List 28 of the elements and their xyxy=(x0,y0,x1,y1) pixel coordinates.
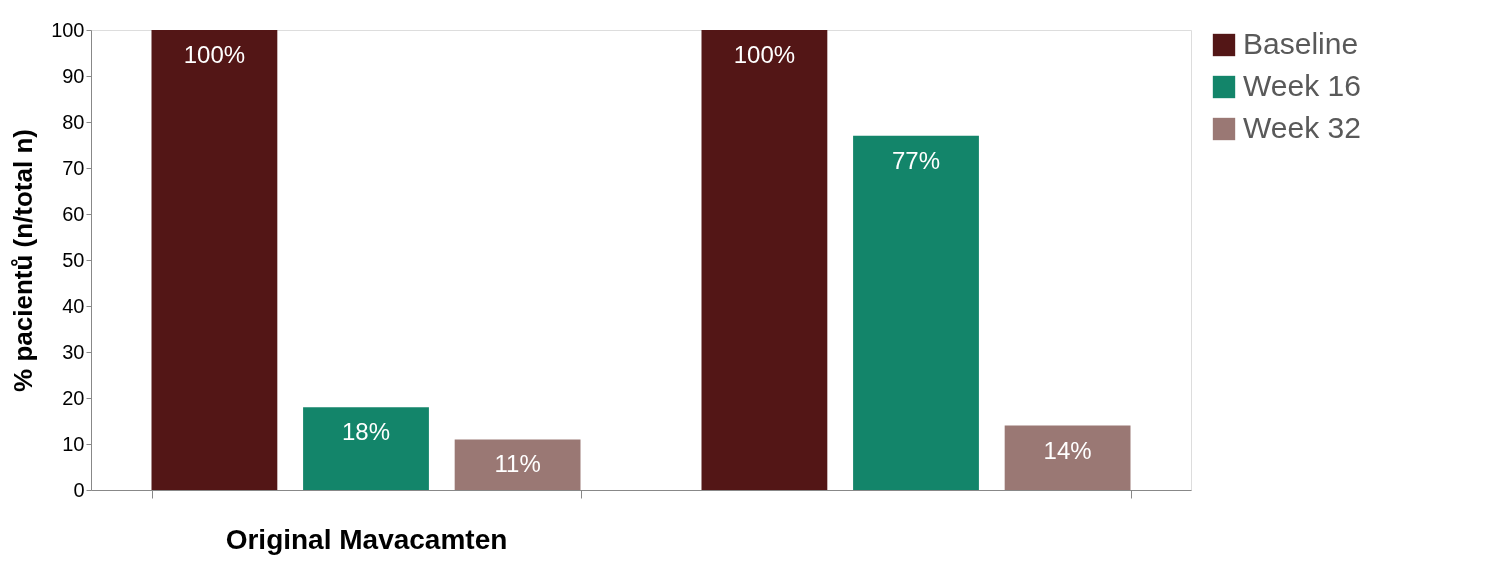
y-tick-label: 70 xyxy=(62,156,85,179)
data-label: 11% xyxy=(494,450,541,478)
y-tick-label: 60 xyxy=(62,202,85,225)
y-tick-label: 10 xyxy=(62,432,85,455)
bar xyxy=(151,30,278,490)
x-tick-label: Original Mavacamten xyxy=(225,523,508,555)
data-label: 100% xyxy=(183,41,246,68)
data-label: 14% xyxy=(1043,436,1092,464)
y-tick-label: 40 xyxy=(62,294,85,317)
y-tick-label: 20 xyxy=(62,386,85,409)
bar xyxy=(853,135,979,490)
bar xyxy=(303,407,429,490)
y-axis-title: % pacientů (n/total n) xyxy=(8,129,39,392)
data-label: 77% xyxy=(891,146,941,174)
bar xyxy=(1004,425,1131,490)
legend-label: Baseline xyxy=(1243,27,1359,60)
legend-label: Week 32 xyxy=(1243,111,1361,144)
y-tick-label: 50 xyxy=(62,248,85,271)
bar xyxy=(454,439,581,490)
y-tick-label: 0 xyxy=(73,478,85,501)
y-tick-label: 30 xyxy=(62,340,85,363)
data-label: 18% xyxy=(341,418,391,446)
y-tick-label: 80 xyxy=(62,110,85,133)
legend-label: Week 16 xyxy=(1243,69,1361,102)
data-label: 100% xyxy=(733,41,796,68)
y-tick-label: 90 xyxy=(62,64,85,87)
y-tick-label: 100 xyxy=(51,18,85,41)
bar xyxy=(701,30,828,490)
